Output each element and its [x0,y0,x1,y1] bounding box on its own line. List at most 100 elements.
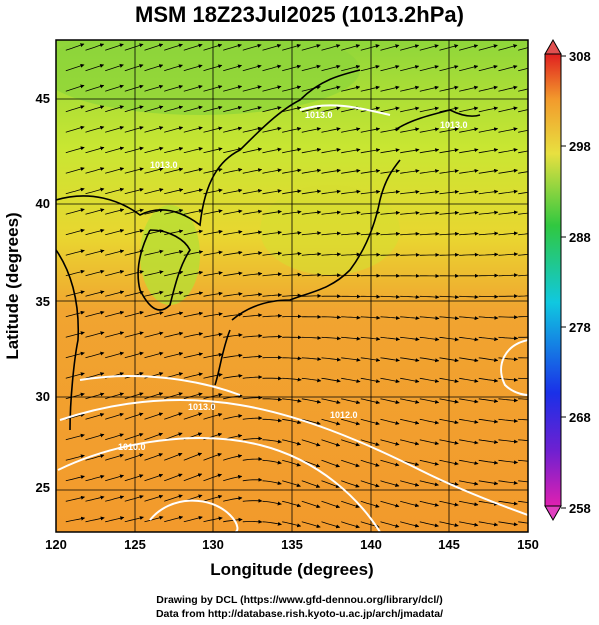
streamline [85,413,105,420]
streamline [360,418,380,426]
streamline [478,210,499,215]
streamline [85,310,105,318]
streamline [419,44,439,51]
streamline [124,495,144,502]
streamline [459,480,479,486]
streamline [183,43,203,51]
streamline [203,352,223,359]
streamline [341,439,360,447]
streamline [341,418,361,426]
streamline [144,208,164,215]
streamline [459,106,479,113]
streamline [341,231,361,236]
contour-labels: 1013.0 1010.0 1013.0 1012.0 1013.0 1013.… [118,110,468,452]
streamline [85,249,105,256]
streamline [380,336,400,342]
streamline [65,146,85,154]
streamline [124,229,144,236]
credit-drawing: Drawing by DCL (https://www.gfd-dennou.o… [156,594,443,606]
credit-data: Data from http://database.rish.kyoto-u.a… [155,608,444,620]
streamline [164,515,184,523]
streamline [65,495,85,502]
streamline [124,84,144,92]
x-axis-label: Longitude (degrees) [210,560,373,579]
streamline [400,316,420,321]
streamline [105,43,124,51]
streamline [459,336,479,342]
streamline [301,168,322,174]
streamline [164,351,184,359]
streamline [321,231,341,236]
streamline [282,168,302,174]
streamline [144,146,164,154]
streamline [223,517,243,523]
streamline [164,250,184,256]
streamline [85,167,105,174]
streamline [419,106,439,113]
streamline [85,516,105,523]
streamline [321,500,341,509]
streamline [380,231,401,236]
streamline [301,480,321,488]
lat-lon-grid [56,40,528,532]
streamline [459,231,479,236]
streamline [262,251,282,256]
streamline [419,439,439,446]
streamline [380,500,400,508]
streamline [105,105,124,113]
streamline [380,521,400,528]
streamline [439,459,459,466]
streamline [164,64,183,72]
streamline [439,295,460,300]
streamline [478,500,499,506]
streamline [124,167,144,174]
streamline [400,189,420,195]
streamline [65,454,85,461]
streamline [459,44,479,51]
streamline [459,521,479,527]
streamline [439,189,459,195]
streamline [321,459,340,468]
streamline [360,459,380,467]
colorbar-bottom-arrow [544,505,562,522]
streamline [164,146,184,154]
streamline [380,294,401,299]
streamline [341,44,361,51]
streamline [85,495,105,502]
y-tick-label: 40 [36,196,50,211]
streamline [242,209,263,215]
streamline [65,63,85,72]
streamline [223,414,243,420]
streamline [183,147,203,154]
streamline [262,500,282,506]
streamline [380,210,400,215]
streamline [301,231,322,236]
streamline [282,147,302,154]
streamline [400,357,420,363]
contour-label: 1013.0 [440,120,468,130]
streamline [498,85,518,92]
streamline [242,126,262,133]
streamline [478,252,499,257]
streamline [400,106,420,113]
streamline [85,269,105,277]
contour-label: 1013.0 [305,110,333,120]
streamline [85,105,105,113]
streamline [65,310,85,318]
streamline [301,85,321,92]
streamline [498,336,519,341]
streamline [301,64,321,72]
streamline [341,336,361,341]
streamline [321,64,341,72]
streamline [282,439,302,446]
streamline [321,127,341,133]
streamline [419,210,440,215]
streamline [223,333,243,338]
streamline [282,189,302,195]
streamline [65,351,85,359]
streamline [164,229,184,236]
streamline [301,439,321,447]
streamline [341,315,361,320]
streamline [419,148,440,154]
streamline [65,269,85,277]
